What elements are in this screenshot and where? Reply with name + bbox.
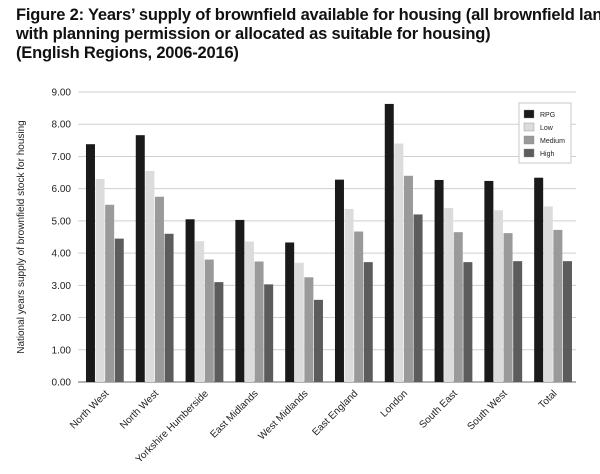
bar <box>384 103 394 382</box>
bar <box>185 219 195 382</box>
bar <box>444 208 454 382</box>
bar <box>95 179 105 382</box>
bar <box>513 261 523 382</box>
y-tick-label: 9.00 <box>52 88 72 99</box>
bar <box>344 208 354 382</box>
x-tick-label: North West <box>68 388 111 431</box>
bar <box>562 261 572 382</box>
y-axis-label: National years supply of brownfield stoc… <box>16 120 27 353</box>
chart-title-line-2: with planning permission or allocated as… <box>16 25 491 43</box>
y-tick-label: 1.00 <box>52 345 72 356</box>
bar <box>294 262 304 382</box>
x-tick-label: West Midlands <box>256 388 310 442</box>
bar <box>195 241 205 382</box>
bar <box>145 170 155 382</box>
bar <box>164 233 174 382</box>
y-tick-label: 4.00 <box>52 249 72 260</box>
bar <box>363 262 373 382</box>
chart-title-line-3: (English Regions, 2006-2016) <box>16 44 239 62</box>
bar <box>394 143 404 382</box>
bar <box>85 144 95 382</box>
bar <box>334 179 344 382</box>
legend-label: RPG <box>540 112 555 119</box>
y-tick-label: 6.00 <box>52 184 72 195</box>
bar <box>413 214 423 382</box>
y-tick-label: 5.00 <box>52 216 72 227</box>
x-tick-label: South East <box>418 388 461 431</box>
bar <box>204 259 214 382</box>
y-tick-label: 0.00 <box>52 378 72 389</box>
bar <box>434 179 444 382</box>
bar <box>553 229 563 382</box>
x-tick-label: London <box>379 388 410 419</box>
y-tick-label: 8.00 <box>52 120 72 131</box>
bar <box>304 277 314 382</box>
bar <box>244 241 254 382</box>
bar <box>463 262 473 382</box>
x-tick-label: North West <box>118 388 161 431</box>
bar <box>154 196 164 382</box>
x-tick-label: East Midlands <box>208 388 260 440</box>
legend-label: Medium <box>540 138 565 145</box>
bar <box>105 204 115 382</box>
bar <box>313 299 323 382</box>
x-tick-label: Total <box>537 388 560 411</box>
bar <box>534 177 544 382</box>
bar <box>493 210 503 382</box>
bar <box>114 238 124 382</box>
bar <box>235 219 245 382</box>
chart-title: Figure 2: Years’ supply of brownfield av… <box>16 6 600 63</box>
legend-swatch <box>523 109 535 119</box>
chart-title-line-1: Figure 2: Years’ supply of brownfield av… <box>16 6 600 24</box>
x-tick-label: South West <box>465 388 509 432</box>
x-tick-label: East England <box>310 388 360 438</box>
bar <box>354 231 364 382</box>
bar <box>543 206 553 382</box>
bar <box>484 180 494 382</box>
legend-label: High <box>540 151 555 158</box>
y-tick-label: 7.00 <box>52 152 72 163</box>
bar <box>135 135 145 382</box>
y-tick-label: 3.00 <box>52 281 72 292</box>
legend-swatch <box>523 135 535 145</box>
legend-swatch <box>523 122 535 132</box>
bar <box>453 232 463 382</box>
bar <box>285 242 295 382</box>
y-tick-label: 2.00 <box>52 313 72 324</box>
legend-swatch <box>523 148 535 158</box>
bar <box>503 233 513 382</box>
bar <box>254 261 264 382</box>
bar <box>264 284 274 382</box>
bar <box>403 175 413 382</box>
legend-label: Low <box>540 125 554 132</box>
bar <box>214 282 224 382</box>
